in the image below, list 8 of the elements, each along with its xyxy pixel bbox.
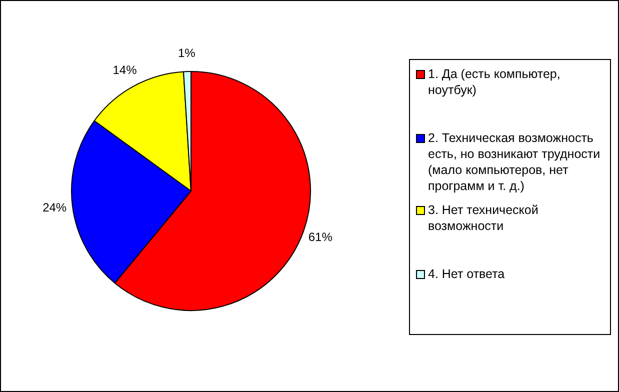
legend-label: 3. Нет технической возможности [428,202,540,234]
data-label: 24% [42,200,67,215]
legend-label: 1. Да (есть компьютер, ноутбук) [428,66,562,98]
legend-label: 4. Нет ответа [428,266,505,282]
data-label: 61% [308,230,333,244]
data-label: 14% [112,62,138,77]
legend-label: 2. Техническая возможность есть, но возникают трудности (мало компьютеров, нет программ и т. д.) [428,130,602,194]
data-label: 1% [178,46,196,60]
